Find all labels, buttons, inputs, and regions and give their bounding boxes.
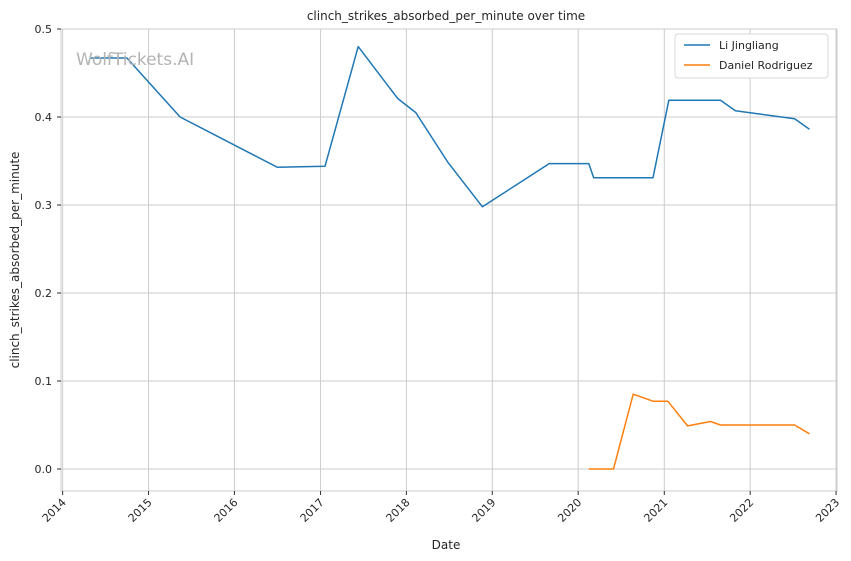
legend-label-li-jingliang: Li Jingliang	[719, 39, 779, 52]
x-tick-label: 2016	[212, 496, 241, 525]
y-tick-label: 0.0	[35, 463, 53, 476]
x-axis-label: Date	[432, 538, 461, 552]
y-axis-ticks: 0.0 0.1 0.2 0.3 0.4 0.5	[35, 23, 61, 476]
watermark-text: WolfTickets.AI	[76, 50, 194, 70]
legend: Li Jingliang Daniel Rodriguez	[674, 33, 829, 79]
x-tick-label: 2017	[298, 496, 327, 525]
legend-label-daniel-rodriguez: Daniel Rodriguez	[719, 59, 813, 72]
series-line-daniel-rodriguez	[588, 393, 810, 470]
x-tick-label: 2019	[469, 496, 498, 525]
x-tick-label: 2014	[40, 496, 69, 525]
y-tick-label: 0.2	[35, 287, 53, 300]
series-line-li-jingliang	[90, 45, 810, 208]
x-tick-label: 2021	[641, 496, 670, 525]
x-tick-label: 2023	[813, 496, 842, 525]
y-tick-label: 0.1	[35, 375, 53, 388]
y-tick-label: 0.4	[35, 111, 53, 124]
legend-box	[674, 33, 829, 79]
x-tick-label: 2015	[126, 496, 155, 525]
y-axis-label: clinch_strikes_absorbed_per_minute	[8, 152, 22, 369]
x-tick-label: 2018	[384, 496, 413, 525]
x-tick-label: 2020	[555, 496, 584, 525]
chart-title: clinch_strikes_absorbed_per_minute over …	[307, 9, 585, 23]
y-tick-label: 0.3	[35, 199, 53, 212]
y-tick-label: 0.5	[35, 23, 53, 36]
plot-area	[60, 28, 838, 492]
x-axis-ticks: 2014 2015 2016 2017 2018 2019 2020 2021 2022 2023	[40, 491, 842, 525]
series-lines	[90, 45, 810, 470]
x-tick-label: 2022	[727, 496, 756, 525]
grid-lines	[61, 28, 837, 491]
